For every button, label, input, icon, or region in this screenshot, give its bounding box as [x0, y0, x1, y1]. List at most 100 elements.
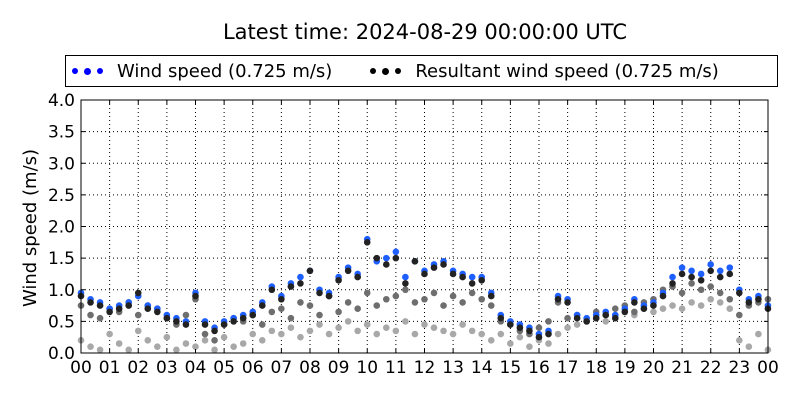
data-point-resultant_wind_speed [583, 318, 590, 325]
data-point-older_light [268, 327, 276, 335]
data-point-older_light [383, 324, 390, 332]
data-point-resultant_wind_speed [564, 299, 571, 306]
data-point-older_light [249, 330, 257, 338]
data-point-older_light [459, 321, 466, 328]
x-tick-label: 21 [671, 358, 693, 378]
data-point-resultant_wind_speed [736, 289, 743, 297]
data-point-older_mid [487, 302, 495, 309]
data-point-older_light [106, 330, 113, 338]
data-point-older_light [335, 324, 342, 332]
data-points [77, 235, 772, 354]
data-point-older_light [726, 305, 734, 313]
data-point-wind_speed [468, 273, 476, 281]
data-point-older_light [134, 327, 142, 335]
data-point-older_mid [468, 289, 476, 297]
data-point-older_light [144, 337, 152, 344]
data-point-wind_speed [716, 267, 724, 275]
legend-label: Wind speed (0.725 m/s) [117, 60, 333, 82]
data-point-older_light [573, 321, 581, 328]
data-point-resultant_wind_speed [716, 273, 724, 281]
data-point-older_light [201, 337, 209, 344]
data-point-resultant_wind_speed [421, 270, 428, 278]
data-point-older_mid [459, 299, 466, 306]
data-point-older_light [115, 340, 123, 347]
data-point-older_light [297, 333, 304, 341]
y-axis-label: Wind speed (m/s) [20, 149, 41, 307]
data-point-resultant_wind_speed [392, 254, 400, 262]
x-tick-label: 18 [585, 358, 607, 378]
data-point-resultant_wind_speed [478, 276, 486, 284]
data-point-resultant_wind_speed [659, 292, 667, 300]
data-point-wind_speed [669, 273, 676, 281]
legend-item-wind-speed: Wind speed (0.725 m/s) [72, 61, 332, 82]
data-point-older_light [230, 343, 237, 350]
data-point-older_light [468, 327, 476, 335]
data-point-older_light [220, 333, 228, 341]
data-point-resultant_wind_speed [344, 267, 352, 275]
data-point-older_light [239, 340, 247, 347]
x-tick-label: 12 [414, 358, 436, 378]
data-point-older_mid [96, 314, 104, 322]
data-point-older_light [125, 346, 133, 354]
data-point-wind_speed [697, 270, 705, 278]
chart-title: Latest time: 2024-08-29 00:00:00 UTC [222, 20, 628, 44]
data-point-older_light [554, 330, 562, 338]
x-tick-label: 20 [643, 358, 665, 378]
grid [81, 100, 768, 353]
x-tick-label: 08 [299, 358, 321, 378]
y-tick-label: 4.0 [48, 91, 75, 111]
data-point-older_mid [707, 283, 714, 290]
data-point-resultant_wind_speed [383, 261, 390, 268]
data-point-resultant_wind_speed [306, 267, 314, 275]
data-point-resultant_wind_speed [755, 295, 762, 303]
data-point-resultant_wind_speed [258, 302, 266, 309]
data-point-older_light [602, 318, 610, 325]
x-tick-label: 13 [442, 358, 464, 378]
data-point-resultant_wind_speed [163, 314, 171, 322]
x-tick-label: 00 [70, 358, 92, 378]
data-point-resultant_wind_speed [487, 292, 495, 300]
data-point-older_mid [373, 302, 381, 309]
data-point-older_mid [211, 337, 218, 344]
data-point-resultant_wind_speed [592, 314, 600, 322]
data-point-older_mid [201, 330, 209, 338]
x-tick-label: 17 [557, 358, 579, 378]
data-point-older_light [564, 324, 571, 332]
data-point-older_light [163, 333, 171, 341]
data-point-wind_speed [678, 264, 686, 271]
data-point-older_light [526, 343, 533, 350]
data-point-older_mid [716, 289, 724, 297]
data-point-older_light [430, 324, 438, 332]
data-point-resultant_wind_speed [125, 302, 133, 309]
data-point-resultant_wind_speed [602, 311, 610, 319]
data-point-wind_speed [688, 267, 695, 275]
data-point-older_mid [678, 289, 686, 297]
data-point-older_mid [478, 295, 486, 303]
data-point-resultant_wind_speed [192, 292, 199, 300]
data-point-older_mid [402, 286, 409, 294]
data-point-resultant_wind_speed [707, 267, 714, 275]
x-tick-label: 11 [385, 358, 407, 378]
data-point-wind_speed [726, 264, 734, 271]
x-tick-label: 03 [156, 358, 178, 378]
x-tick-label: 23 [729, 358, 751, 378]
data-point-older_light [678, 305, 686, 313]
data-point-resultant_wind_speed [621, 308, 629, 316]
legend: Wind speed (0.725 m/s) Resultant wind sp… [65, 55, 778, 87]
data-point-resultant_wind_speed [669, 280, 676, 287]
data-point-resultant_wind_speed [220, 321, 228, 328]
data-point-older_mid [383, 295, 390, 303]
data-point-resultant_wind_speed [497, 314, 505, 322]
data-point-older_light [659, 305, 667, 313]
data-point-resultant_wind_speed [287, 283, 295, 290]
x-tick-label: 00 [757, 358, 779, 378]
data-point-older_mid [564, 314, 571, 322]
data-point-resultant_wind_speed [173, 318, 180, 325]
data-point-older_light [411, 330, 419, 338]
data-point-older_light [287, 324, 295, 332]
data-point-older_mid [688, 280, 695, 287]
x-tick-label: 22 [700, 358, 722, 378]
data-point-older_light [650, 308, 657, 316]
data-point-wind_speed [383, 254, 390, 262]
data-point-older_mid [440, 302, 447, 309]
